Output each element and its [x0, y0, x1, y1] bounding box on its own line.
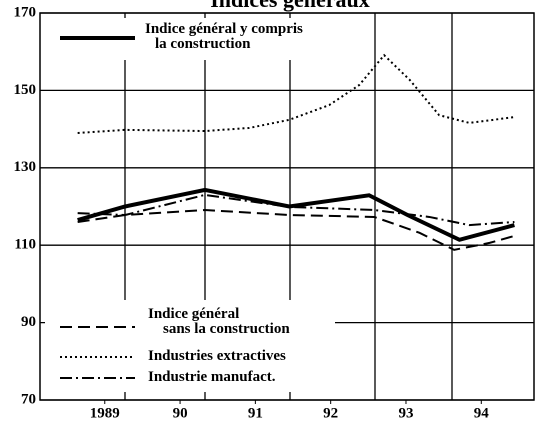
legend-box	[45, 300, 335, 392]
x-tick-label: 1989	[90, 405, 120, 421]
y-tick-label: 70	[21, 391, 36, 407]
legend-label: Industries extractives	[148, 348, 286, 364]
legend-line: la construction	[155, 36, 251, 52]
y-tick-label: 170	[14, 4, 37, 20]
legend-label: Indice général y compris la construction	[145, 21, 303, 52]
legend-label: Indice général sans la construction	[148, 306, 290, 337]
legend-label: Industrie manufact.	[148, 369, 276, 385]
line	[77, 208, 515, 251]
x-tick-label: 92	[323, 405, 338, 421]
line	[77, 193, 515, 227]
legend-line: Indice général y compris	[145, 21, 303, 37]
y-tick-label: 150	[14, 82, 37, 98]
chart-title: Indices généraux	[210, 0, 370, 12]
x-tick-label: 93	[398, 405, 413, 421]
legend-line: sans la construction	[163, 321, 290, 337]
x-tick-label: 94	[474, 405, 490, 421]
line	[77, 53, 515, 134]
legend-line: Indice général	[148, 306, 239, 322]
legend-line: Industrie manufact.	[148, 369, 276, 385]
y-tick-label: 110	[14, 237, 36, 253]
x-tick-label: 91	[248, 405, 263, 421]
y-tick-label: 130	[14, 159, 37, 175]
line	[77, 187, 515, 242]
x-tick-label: 90	[173, 405, 188, 421]
y-tick-label: 90	[21, 314, 36, 330]
legend-line: Industries extractives	[148, 348, 286, 364]
